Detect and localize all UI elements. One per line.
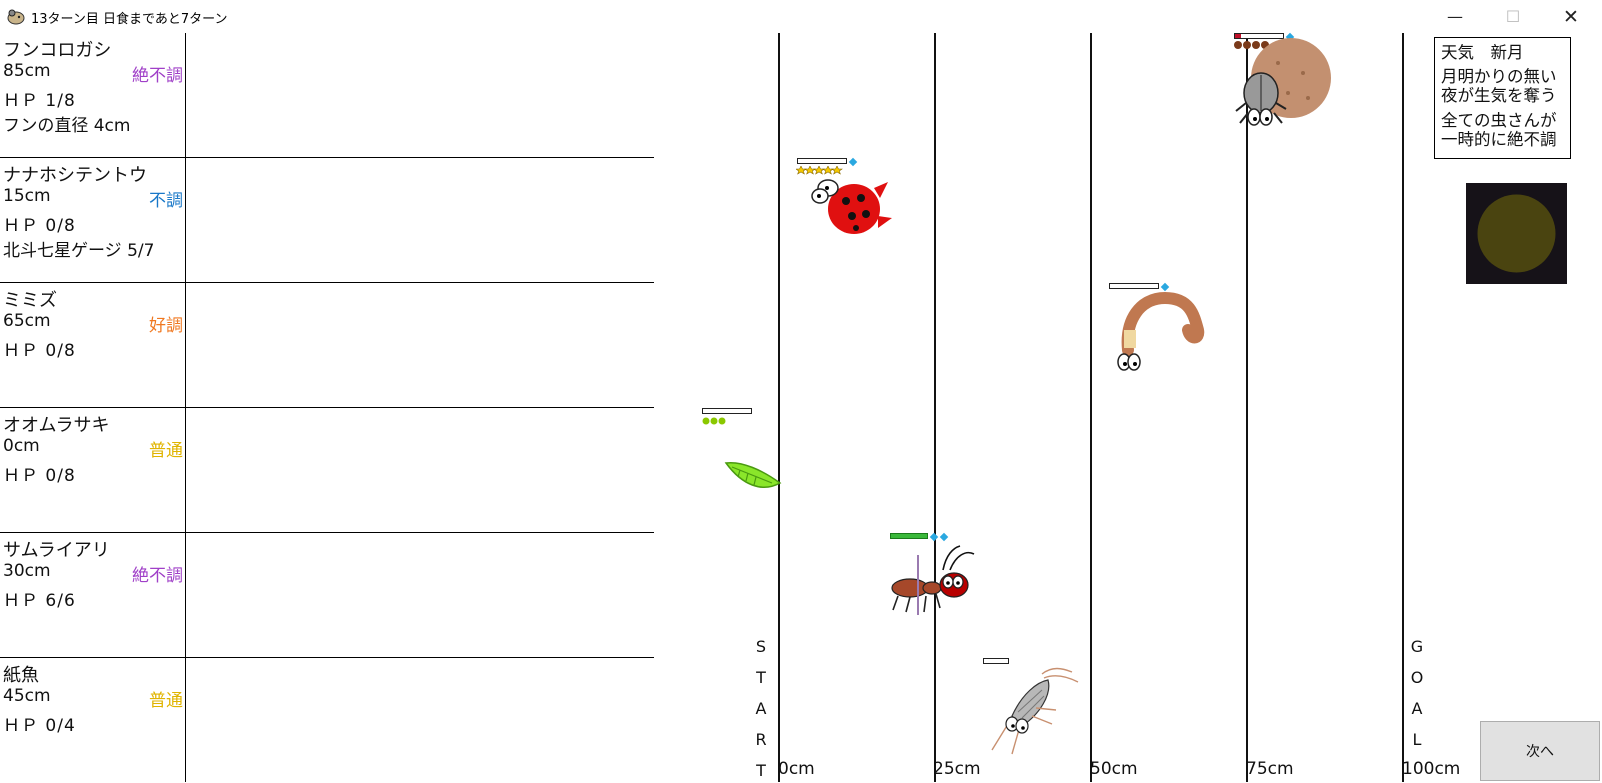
hp-bar-dung-beetle (1234, 33, 1284, 39)
row-divider (0, 157, 654, 158)
track-mark-100: 100cm (1402, 759, 1461, 779)
weather-desc-line2: 夜が生気を奪う (1441, 86, 1557, 105)
start-letter: R (755, 730, 767, 749)
bug-name: ナナホシテントウ (3, 165, 147, 186)
next-button[interactable]: 次へ (1480, 721, 1600, 781)
dung-beetle-sprite (1234, 38, 1331, 126)
row-divider (0, 532, 654, 533)
ladybug-sprite (796, 166, 892, 234)
bug-hp: ＨＰ 1/8 (3, 91, 76, 111)
emperor-butterfly-sprite (702, 417, 782, 488)
bug-hp: ＨＰ 0/4 (3, 716, 76, 736)
track-mark-25: 25cm (933, 759, 981, 779)
hp-bar-earthworm (1109, 283, 1159, 289)
bug-hp: ＨＰ 0/8 (3, 466, 76, 486)
bug-name: オオムラサキ (3, 415, 110, 436)
bug-distance: 45cm (3, 686, 51, 706)
hp-bar-ladybug (797, 158, 847, 164)
track-mark-0: 0cm (778, 759, 815, 779)
bug-condition: 絶不調 (132, 66, 183, 86)
minimize-button[interactable]: — (1447, 7, 1463, 26)
bug-name: 紙魚 (3, 665, 39, 686)
bug-condition: 普通 (149, 441, 183, 461)
bug-row-silverfish: 紙魚 45cm 普通 ＨＰ 0/4 (0, 658, 654, 783)
weather-effect-line1: 全ての虫さんが (1441, 111, 1557, 130)
bug-hp: ＨＰ 0/8 (3, 216, 76, 236)
earthworm-sprite (1117, 291, 1205, 371)
status-panel: フンコロガシ 85cm 絶不調 ＨＰ 1/8 フンの直径 4cm ナナホシテント… (0, 33, 654, 782)
bug-row-ladybug: ナナホシテントウ 15cm 不調 ＨＰ 0/8 北斗七星ゲージ 5/7 (0, 158, 654, 283)
close-button[interactable]: ✕ (1563, 5, 1579, 28)
bug-name: サムライアリ (3, 540, 110, 561)
start-letter: T (756, 668, 766, 687)
bug-extra: フンの直径 4cm (3, 116, 131, 136)
hp-bar-fill (1235, 34, 1241, 38)
row-divider (0, 407, 654, 408)
panel-divider (185, 33, 186, 782)
app-icon (7, 9, 25, 25)
goal-letter: O (1410, 668, 1424, 687)
track-line-75 (1246, 33, 1248, 782)
window-title: 13ターン目 日食まであと7ターン (31, 12, 228, 27)
bug-hp: ＨＰ 0/8 (3, 341, 76, 361)
track-mark-50: 50cm (1090, 759, 1138, 779)
track-mark-75: 75cm (1246, 759, 1294, 779)
track-line-0 (778, 33, 780, 782)
silverfish-sprite (991, 667, 1079, 755)
bug-name: フンコロガシ (3, 40, 112, 61)
weather-effect-line2: 一時的に絶不調 (1441, 130, 1557, 149)
bug-condition: 不調 (149, 191, 183, 211)
gem-icon (848, 157, 858, 167)
bug-distance: 30cm (3, 561, 51, 581)
bug-row-earthworm: ミミズ 65cm 好調 ＨＰ 0/8 (0, 283, 654, 408)
track-line-100 (1402, 33, 1404, 782)
maximize-button[interactable]: ☐ (1505, 7, 1521, 26)
bug-condition: 好調 (149, 316, 183, 336)
bug-name: ミミズ (3, 290, 57, 311)
bug-distance: 0cm (3, 436, 40, 456)
bug-distance: 15cm (3, 186, 51, 206)
bug-hp: ＨＰ 6/6 (3, 591, 76, 611)
row-divider (0, 282, 654, 283)
goal-letter: L (1412, 730, 1422, 749)
bug-distance: 65cm (3, 311, 51, 331)
bug-row-samurai-ant: サムライアリ 30cm 絶不調 ＨＰ 6/6 (0, 533, 654, 658)
bug-row-dung-beetle: フンコロガシ 85cm 絶不調 ＨＰ 1/8 フンの直径 4cm (0, 33, 654, 158)
bug-condition: 絶不調 (132, 566, 183, 586)
new-moon-icon (1466, 183, 1567, 284)
goal-letter: A (1411, 699, 1423, 718)
track-line-25 (934, 33, 936, 782)
bug-row-emperor-butterfly: オオムラサキ 0cm 普通 ＨＰ 0/8 (0, 408, 654, 533)
hp-bar-emperor-butterfly (702, 408, 752, 414)
weather-panel: 天気 新月 月明かりの無い 夜が生気を奪う 全ての虫さんが 一時的に絶不調 (1434, 37, 1571, 159)
hp-bar-silverfish (983, 658, 1009, 664)
start-letter: S (755, 637, 767, 656)
weather-title: 天気 新月 (1441, 43, 1524, 62)
bug-condition: 普通 (149, 691, 183, 711)
hp-bar-samurai-ant (890, 533, 928, 539)
start-letter: T (756, 761, 766, 780)
bug-extra: 北斗七星ゲージ 5/7 (3, 241, 155, 261)
track-line-50 (1090, 33, 1092, 782)
title-bar: 13ターン目 日食まであと7ターン — ☐ ✕ (0, 0, 1602, 33)
weather-desc-line1: 月明かりの無い (1441, 67, 1557, 86)
hp-bar-fill (891, 534, 927, 538)
start-letter: A (755, 699, 767, 718)
row-divider (0, 657, 654, 658)
bug-distance: 85cm (3, 61, 51, 81)
goal-letter: G (1410, 637, 1424, 656)
samurai-ant-sprite (891, 545, 975, 615)
